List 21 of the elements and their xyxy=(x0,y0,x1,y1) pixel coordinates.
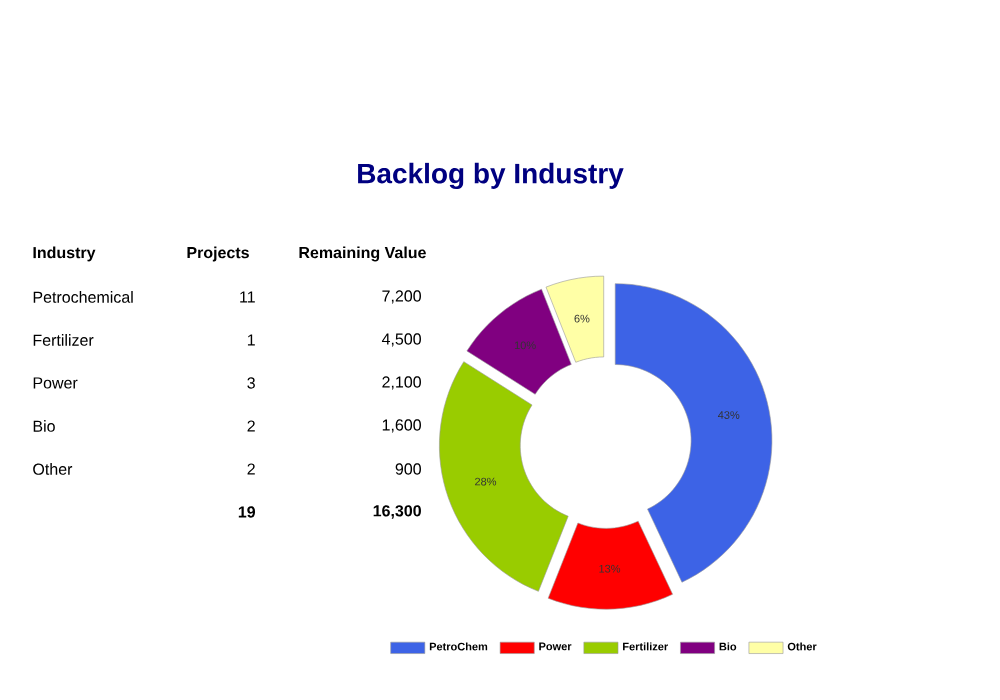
text: Fertilizer xyxy=(33,334,94,346)
text: Petrochemical xyxy=(33,291,133,303)
text: 7,200 xyxy=(382,290,421,304)
text: Other xyxy=(33,463,73,475)
text: 2 xyxy=(247,463,255,475)
text: Industry xyxy=(33,246,96,262)
text: 1,600 xyxy=(382,419,421,433)
text: 4,500 xyxy=(381,333,421,347)
text: Projects xyxy=(187,246,249,262)
text: Backlog by Industry xyxy=(358,162,624,190)
text: 3 xyxy=(247,377,255,389)
text: 2,100 xyxy=(382,376,421,390)
text: 900 xyxy=(395,463,421,475)
text: 19 xyxy=(238,506,256,518)
text: Bio xyxy=(33,420,55,432)
text: 11 xyxy=(240,291,255,303)
text: 2 xyxy=(247,420,255,432)
text: 1 xyxy=(247,334,255,346)
text: Remaining Value xyxy=(299,246,426,262)
text: Power xyxy=(33,377,78,389)
text: 16,300 xyxy=(373,505,421,519)
